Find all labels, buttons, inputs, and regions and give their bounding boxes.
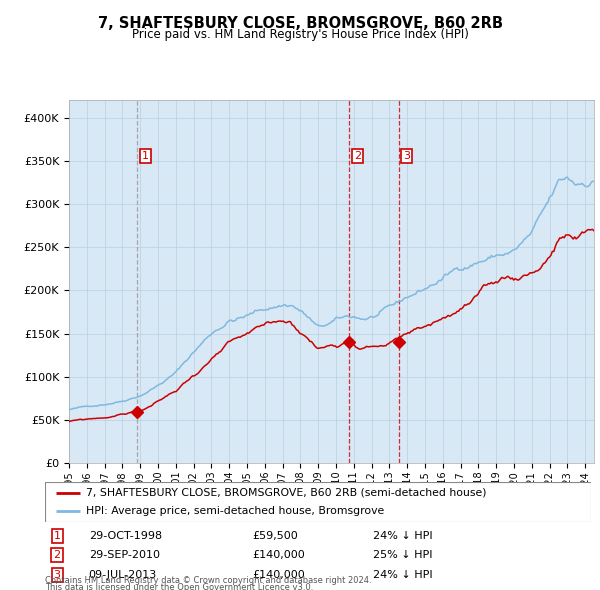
Text: £140,000: £140,000 <box>253 570 305 579</box>
Text: 1: 1 <box>142 152 149 162</box>
Text: 2: 2 <box>354 152 361 162</box>
Text: 7, SHAFTESBURY CLOSE, BROMSGROVE, B60 2RB: 7, SHAFTESBURY CLOSE, BROMSGROVE, B60 2R… <box>97 16 503 31</box>
Text: 24% ↓ HPI: 24% ↓ HPI <box>373 531 432 540</box>
Text: 1: 1 <box>53 531 61 540</box>
Text: HPI: Average price, semi-detached house, Bromsgrove: HPI: Average price, semi-detached house,… <box>86 506 384 516</box>
Text: This data is licensed under the Open Government Licence v3.0.: This data is licensed under the Open Gov… <box>45 583 313 590</box>
Text: 3: 3 <box>53 570 61 579</box>
Text: 2: 2 <box>53 550 61 560</box>
Text: 24% ↓ HPI: 24% ↓ HPI <box>373 570 432 579</box>
Text: 7, SHAFTESBURY CLOSE, BROMSGROVE, B60 2RB (semi-detached house): 7, SHAFTESBURY CLOSE, BROMSGROVE, B60 2R… <box>86 488 487 498</box>
Text: Contains HM Land Registry data © Crown copyright and database right 2024.: Contains HM Land Registry data © Crown c… <box>45 576 371 585</box>
Text: 09-JUL-2013: 09-JUL-2013 <box>89 570 157 579</box>
Text: £59,500: £59,500 <box>253 531 298 540</box>
Text: Price paid vs. HM Land Registry's House Price Index (HPI): Price paid vs. HM Land Registry's House … <box>131 28 469 41</box>
Text: 3: 3 <box>403 152 410 162</box>
Text: 29-SEP-2010: 29-SEP-2010 <box>89 550 160 560</box>
Text: 29-OCT-1998: 29-OCT-1998 <box>89 531 162 540</box>
Text: £140,000: £140,000 <box>253 550 305 560</box>
Text: 25% ↓ HPI: 25% ↓ HPI <box>373 550 432 560</box>
